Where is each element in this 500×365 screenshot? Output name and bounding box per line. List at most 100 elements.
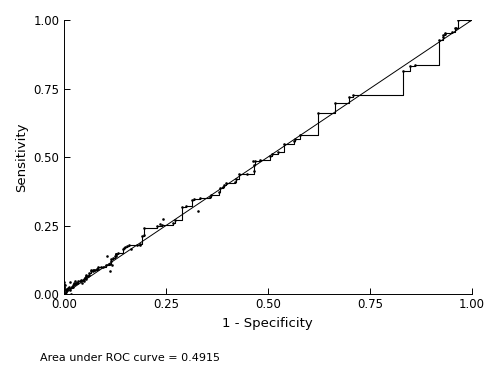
Point (153, 223, 161, 229)
Point (60, 291, 68, 297)
Point (60, 291, 68, 297)
Point (78, 280, 86, 285)
Point (91, 267, 99, 273)
Point (60, 291, 68, 297)
Point (406, 64, 414, 69)
Point (62, 289, 70, 295)
Text: Area under ROC curve = 0.4915: Area under ROC curve = 0.4915 (40, 353, 220, 363)
Point (106, 261, 114, 267)
Point (69, 284, 77, 289)
Point (82, 273, 90, 278)
Point (80, 277, 88, 283)
Point (250, 168, 258, 174)
Point (134, 242, 141, 248)
Point (346, 94, 354, 100)
Point (218, 184, 226, 190)
Point (120, 245, 128, 251)
Point (244, 170, 252, 176)
Point (66, 279, 74, 285)
Point (454, 17, 462, 23)
Point (280, 141, 288, 147)
Point (206, 194, 214, 200)
Point (106, 268, 114, 274)
Point (102, 253, 110, 258)
Point (94, 264, 102, 270)
Point (63, 285, 71, 291)
Point (72, 280, 80, 286)
Point (112, 251, 120, 257)
Point (234, 171, 242, 177)
Point (102, 262, 110, 268)
Point (70, 281, 78, 287)
Point (76, 278, 84, 284)
Point (438, 34, 446, 39)
Point (140, 225, 148, 231)
Point (112, 253, 120, 258)
Point (256, 157, 264, 163)
Point (448, 29, 456, 35)
Point (465, 17, 473, 23)
Point (62, 289, 70, 295)
Point (74, 280, 82, 286)
Point (99, 264, 107, 269)
Point (68, 284, 76, 290)
Point (64, 285, 72, 291)
Point (112, 251, 120, 257)
Point (60, 284, 68, 290)
Point (90, 268, 98, 274)
Point (411, 62, 419, 68)
Point (60, 291, 68, 297)
Point (94, 266, 102, 272)
Point (61, 283, 69, 288)
Point (60, 281, 68, 287)
Point (96, 264, 104, 270)
Point (74, 278, 82, 284)
Point (296, 132, 304, 138)
Point (290, 137, 298, 142)
Point (140, 232, 148, 238)
Point (435, 37, 443, 43)
Point (84, 272, 92, 278)
Point (72, 280, 80, 286)
Point (66, 287, 74, 293)
Point (178, 204, 186, 210)
Point (70, 281, 78, 287)
Point (250, 162, 258, 168)
Point (439, 32, 447, 38)
Point (70, 282, 78, 288)
Point (220, 182, 228, 188)
Point (194, 208, 202, 214)
Point (196, 195, 204, 201)
Point (60, 291, 68, 297)
Point (84, 273, 92, 278)
Point (452, 25, 460, 31)
Point (82, 274, 90, 280)
Point (349, 92, 357, 98)
Point (138, 233, 146, 239)
Point (268, 151, 276, 157)
Point (68, 284, 76, 290)
Point (70, 281, 78, 287)
Point (82, 275, 90, 281)
Point (60, 291, 68, 297)
Point (82, 276, 90, 282)
Point (190, 196, 198, 202)
Point (208, 192, 216, 198)
X-axis label: 1 - Specificity: 1 - Specificity (222, 317, 313, 330)
Point (158, 222, 166, 228)
Point (64, 285, 72, 291)
Point (114, 250, 122, 256)
Point (232, 179, 239, 185)
Point (441, 30, 449, 35)
Point (71, 278, 79, 284)
Point (222, 180, 230, 186)
Point (62, 287, 70, 293)
Point (60, 291, 68, 297)
Point (60, 291, 68, 297)
Point (160, 216, 168, 222)
Point (90, 267, 98, 273)
Point (215, 189, 223, 195)
Point (400, 69, 407, 74)
Point (451, 25, 459, 31)
Point (121, 244, 129, 250)
